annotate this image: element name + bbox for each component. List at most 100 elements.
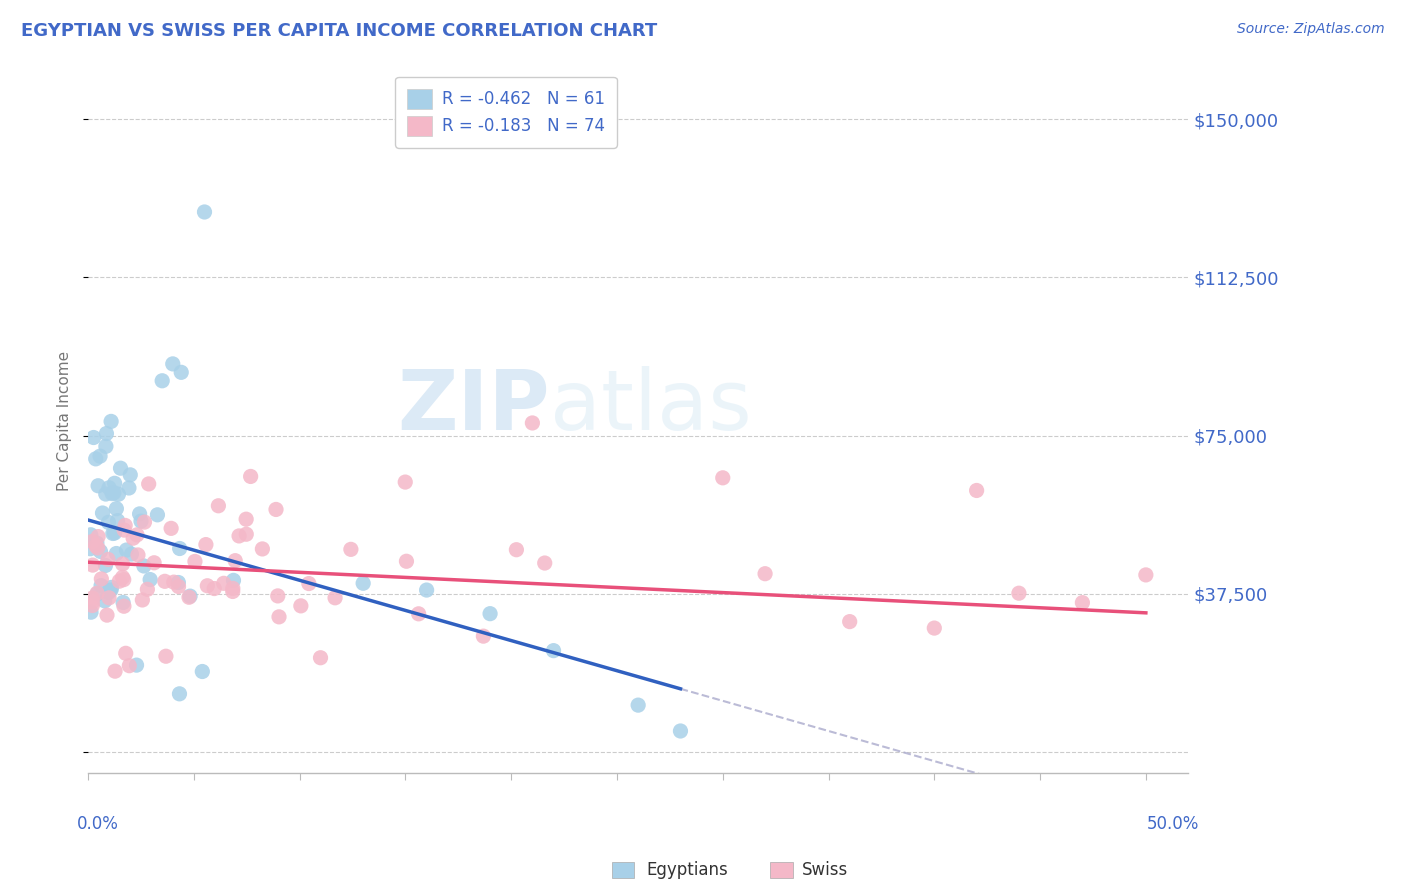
Point <box>235 527 257 541</box>
Point <box>1008 586 1031 600</box>
Point <box>94 439 117 453</box>
Point <box>479 607 502 621</box>
Point <box>84 451 107 466</box>
Point <box>194 538 217 552</box>
Point <box>96 426 118 441</box>
Point <box>167 575 190 590</box>
Point <box>98 481 121 495</box>
Point <box>86 587 108 601</box>
Point <box>103 485 125 500</box>
Point <box>150 374 173 388</box>
Point <box>408 607 430 621</box>
Point <box>669 723 692 738</box>
Text: Egyptians: Egyptians <box>647 861 728 879</box>
Point <box>108 574 131 589</box>
Point <box>94 487 117 501</box>
Point <box>290 599 312 613</box>
Point <box>103 526 125 541</box>
Point <box>340 542 363 557</box>
Point <box>155 649 177 664</box>
Point <box>143 556 166 570</box>
Point <box>395 554 418 568</box>
Point <box>84 539 107 553</box>
Text: Source: ZipAtlas.com: Source: ZipAtlas.com <box>1237 22 1385 37</box>
Point <box>107 487 129 501</box>
Point <box>179 589 201 603</box>
Point <box>122 531 145 545</box>
Point <box>163 575 186 590</box>
Point <box>252 541 274 556</box>
Point <box>97 516 120 530</box>
Point <box>125 658 148 673</box>
Point <box>111 570 134 584</box>
Point <box>184 554 207 568</box>
Point <box>100 414 122 428</box>
Legend: R = -0.462   N = 61, R = -0.183   N = 74: R = -0.462 N = 61, R = -0.183 N = 74 <box>395 77 617 147</box>
Point <box>100 582 122 597</box>
Point <box>239 469 262 483</box>
Point <box>104 476 127 491</box>
Point <box>505 542 527 557</box>
Point <box>115 543 138 558</box>
Point <box>101 486 124 500</box>
Point <box>97 552 120 566</box>
Point <box>87 479 110 493</box>
Point <box>120 467 142 482</box>
Point <box>754 566 776 581</box>
Point <box>125 528 148 542</box>
Point <box>212 576 235 591</box>
Point <box>267 610 290 624</box>
Point <box>82 558 104 573</box>
Point <box>80 605 103 619</box>
Point <box>118 658 141 673</box>
Text: ZIP: ZIP <box>398 367 550 447</box>
Point <box>264 502 287 516</box>
Point <box>415 582 437 597</box>
Point <box>177 591 200 605</box>
Point <box>352 576 374 591</box>
Point <box>89 449 111 463</box>
Point <box>120 547 142 561</box>
Point <box>138 477 160 491</box>
Point <box>298 576 321 591</box>
Point <box>87 541 110 555</box>
Point <box>627 698 650 713</box>
Point <box>100 581 122 595</box>
Point <box>222 574 245 588</box>
Text: 0.0%: 0.0% <box>77 815 120 833</box>
Point <box>112 595 135 609</box>
Point <box>169 687 191 701</box>
Text: atlas: atlas <box>550 367 752 447</box>
Point <box>543 643 565 657</box>
Point <box>191 665 214 679</box>
Y-axis label: Per Capita Income: Per Capita Income <box>58 351 72 491</box>
Point <box>98 583 121 598</box>
Point <box>136 582 159 597</box>
Point <box>89 544 111 558</box>
Point <box>472 629 495 643</box>
Point <box>98 591 121 605</box>
Point <box>169 541 191 556</box>
Point <box>533 556 555 570</box>
Point <box>127 548 149 562</box>
Point <box>112 523 135 537</box>
Point <box>522 416 544 430</box>
Point <box>118 481 141 495</box>
Point <box>105 547 128 561</box>
Point <box>309 650 332 665</box>
Point <box>104 664 127 678</box>
Point <box>139 573 162 587</box>
Point <box>267 589 290 603</box>
Point <box>90 572 112 586</box>
Point <box>112 599 135 614</box>
Point <box>83 430 105 444</box>
Point <box>162 357 184 371</box>
Point <box>80 528 103 542</box>
Point <box>131 593 153 607</box>
Point <box>323 591 346 605</box>
Point <box>79 541 101 556</box>
Point <box>112 573 135 587</box>
Point <box>132 559 155 574</box>
Point <box>224 554 246 568</box>
Point <box>167 579 190 593</box>
